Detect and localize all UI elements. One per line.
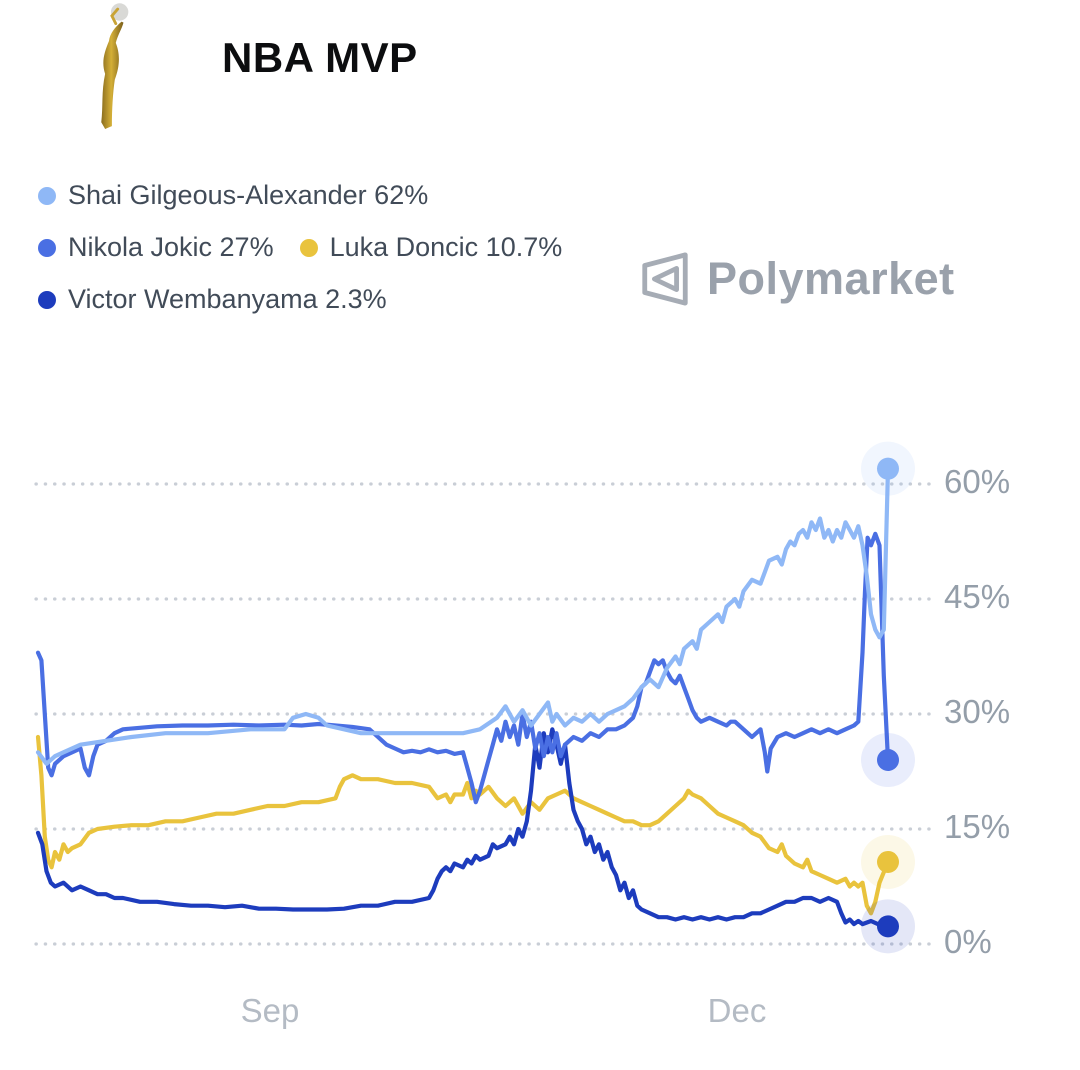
mvp-odds-chart[interactable]: 60% 45% 30% 15% 0% Sep Dec (0, 420, 1080, 1070)
polymarket-watermark: Polymarket (638, 250, 955, 308)
series-line-shai-gilgeous-alexander (35, 466, 891, 766)
trophy-figure-icon (101, 3, 129, 129)
y-axis-label-0%: 0% (944, 923, 992, 960)
mvp-trophy-image (80, 2, 138, 138)
legend-row: Shai Gilgeous-Alexander 62% (38, 180, 562, 211)
legend-item-nikola-jokic[interactable]: Nikola Jokic 27% (38, 232, 274, 263)
legend-dot-dark-blue (38, 290, 56, 309)
series-line-luka-doncic (35, 734, 891, 916)
legend-item-victor-wembanyama[interactable]: Victor Wembanyama 2.3% (38, 284, 387, 315)
legend-item-shai-gilgeous-alexander[interactable]: Shai Gilgeous-Alexander 62% (38, 180, 428, 211)
legend-label: Shai Gilgeous-Alexander 62% (68, 180, 429, 210)
legend-row: Nikola Jokic 27% Luka Doncic 10.7% (38, 232, 562, 263)
legend-dot-light-blue (38, 186, 56, 205)
polymarket-logo-icon (642, 252, 688, 306)
endpoint-dot-victor-wembanyama (877, 915, 899, 938)
polymarket-wordmark: Polymarket (707, 253, 955, 304)
x-axis-label-sep: Sep (240, 992, 300, 1029)
legend-label: Luka Doncic 10.7% (329, 232, 563, 262)
y-axis-label-30%: 30% (944, 693, 1011, 730)
endpoint-dot-nikola-jokic (877, 749, 899, 771)
legend-label: Victor Wembanyama 2.3% (68, 284, 387, 314)
endpoint-dot-luka-doncic (877, 850, 899, 873)
page-title: NBA MVP (222, 34, 418, 81)
y-axis-label-15%: 15% (944, 808, 1011, 845)
series-line-nikola-jokic (35, 531, 891, 805)
chart-legend: Shai Gilgeous-Alexander 62% Nikola Jokic… (38, 180, 562, 315)
legend-dot-royal-blue (38, 238, 56, 257)
legend-dot-yellow (299, 238, 318, 257)
chart-canvas[interactable] (0, 420, 1080, 1070)
legend-item-luka-doncic[interactable]: Luka Doncic 10.7% (299, 232, 563, 263)
y-axis-label-60%: 60% (944, 463, 1011, 500)
legend-label: Nikola Jokic 27% (68, 232, 274, 262)
legend-row: Victor Wembanyama 2.3% (38, 284, 562, 315)
y-axis-label-45%: 45% (944, 578, 1011, 615)
endpoint-dot-shai-gilgeous-alexander (877, 457, 899, 480)
x-axis-label-dec: Dec (707, 992, 767, 1029)
